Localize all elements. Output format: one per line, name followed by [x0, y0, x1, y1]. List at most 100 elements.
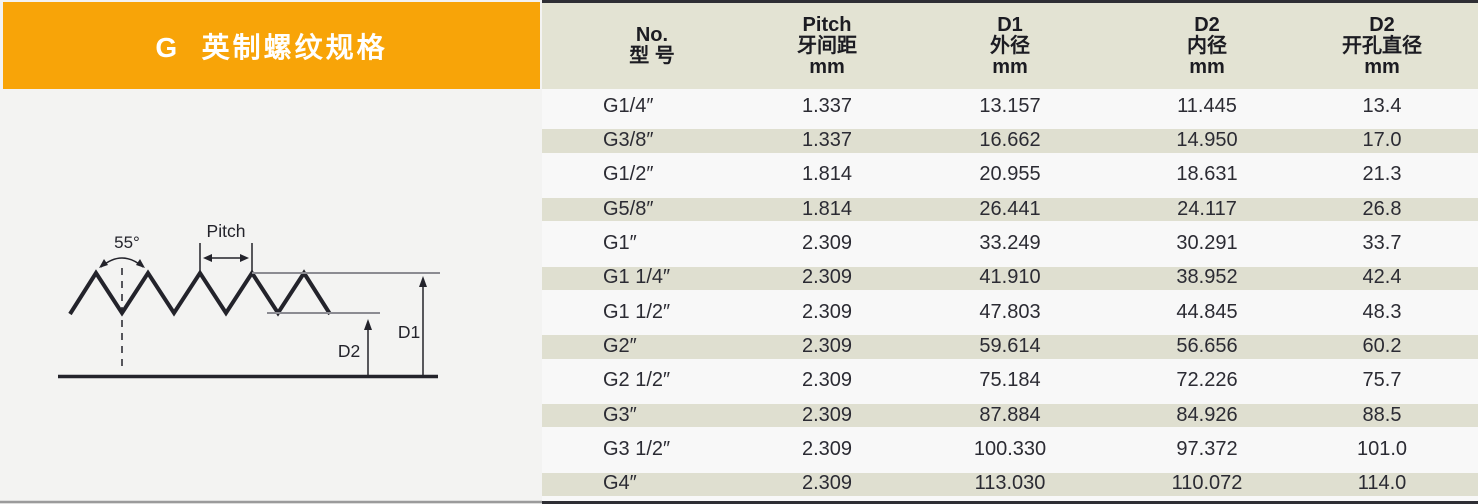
header-line: D1 [997, 13, 1023, 36]
header-line: 内径 [1186, 34, 1227, 57]
header-line: 外径 [989, 34, 1030, 57]
cell-pitch: 2.309 [801, 472, 853, 495]
cell-pitch: 1.337 [801, 128, 853, 151]
cell-d2: 84.926 [1176, 403, 1238, 426]
cell-d2-hole: 42.4 [1362, 266, 1402, 289]
table-row: G2 1/2″ 2.309 75.184 72.226 75.7 [542, 364, 1478, 398]
cell-d2-hole: 33.7 [1362, 231, 1402, 254]
header-line: mm [992, 55, 1028, 78]
cell-model: G1/4″ [603, 94, 654, 117]
d2-arrowhead [364, 319, 372, 330]
cell-d1: 20.955 [979, 163, 1041, 186]
header-line: 型 号 [629, 45, 675, 67]
cell-d2: 110.072 [1171, 472, 1243, 495]
section-title: G 英制螺纹规格 [155, 31, 388, 63]
cell-d2-hole: 13.4 [1362, 94, 1402, 117]
cell-d2: 97.372 [1176, 437, 1238, 460]
header-line: 开孔直径 [1342, 34, 1423, 57]
cell-pitch: 2.309 [801, 403, 853, 426]
cell-d2-hole: 26.8 [1362, 197, 1402, 220]
table-row: G4″ 2.309 113.030 110.072 114.0 [542, 466, 1478, 501]
cell-d1: 41.910 [979, 266, 1041, 289]
cell-d2-hole: 21.3 [1362, 163, 1402, 186]
table-row: G3 1/2″ 2.309 100.330 97.372 101.0 [542, 432, 1478, 466]
cell-d2-hole: 60.2 [1362, 334, 1402, 357]
table-row: G1″ 2.309 33.249 30.291 33.7 [542, 226, 1478, 260]
angle-arc-arrow-left [99, 259, 108, 268]
pitch-arrow-right [240, 254, 249, 262]
angle-arc-arrow-right [136, 259, 145, 268]
cell-d1: 33.249 [979, 231, 1041, 254]
header-line: mm [809, 55, 845, 78]
header-cell-no: No. 型 号 [542, 25, 762, 67]
cell-d2: 30.291 [1176, 231, 1238, 254]
cell-d2: 56.656 [1176, 334, 1238, 357]
cell-d2: 44.845 [1176, 300, 1238, 323]
cell-d1: 16.662 [979, 128, 1041, 151]
cell-pitch: 2.309 [801, 334, 853, 357]
header-line: mm [1364, 55, 1400, 78]
angle-arc [100, 257, 144, 268]
cell-d2-hole: 114.0 [1357, 472, 1407, 495]
header-line: 牙间距 [797, 34, 857, 57]
d1-arrowhead [419, 276, 427, 287]
section-header: G 英制螺纹规格 [3, 2, 540, 89]
cell-d1: 87.884 [979, 403, 1041, 426]
cell-model: G1 1/2″ [603, 300, 671, 323]
cell-d2-hole: 17.0 [1362, 128, 1402, 151]
angle-label: 55° [114, 233, 140, 252]
header-cell-d1: D1 外径 mm [892, 13, 1128, 78]
cell-model: G2″ [603, 334, 637, 357]
table-row: G1/4″ 1.337 13.157 11.445 13.4 [542, 89, 1478, 123]
cell-d1: 47.803 [979, 300, 1041, 323]
cell-d1: 100.330 [973, 437, 1047, 460]
cell-d1: 59.614 [979, 334, 1041, 357]
cell-d2-hole: 101.0 [1356, 437, 1408, 460]
table-row: G3″ 2.309 87.884 84.926 88.5 [542, 397, 1478, 433]
thread-profile-diagram: 55° Pitch D2 D1 [0, 221, 542, 504]
cell-d1: 113.030 [974, 472, 1046, 495]
d2-label: D2 [338, 341, 360, 361]
cell-d1: 26.441 [979, 197, 1041, 220]
cell-pitch: 1.337 [801, 94, 853, 117]
cell-model: G2 1/2″ [603, 369, 671, 392]
pitch-label: Pitch [207, 221, 246, 241]
cell-d2: 24.117 [1177, 197, 1237, 220]
table-row: G2″ 2.309 59.614 56.656 60.2 [542, 329, 1478, 364]
cell-model: G4″ [603, 472, 637, 495]
cell-pitch: 2.309 [801, 266, 853, 289]
cell-pitch: 2.309 [801, 437, 853, 460]
table-body: G1/4″ 1.337 13.157 11.445 13.4 G3/8″ 1.3… [542, 89, 1478, 501]
table-row: G3/8″ 1.337 16.662 14.950 17.0 [542, 123, 1478, 158]
header-line: No. [635, 24, 669, 46]
cell-d1: 13.157 [979, 94, 1041, 117]
table-row: G1 1/4″ 2.309 41.910 38.952 42.4 [542, 260, 1478, 295]
cell-d2: 14.950 [1176, 128, 1238, 151]
table-row: G5/8″ 1.814 26.441 24.117 26.8 [542, 191, 1478, 227]
cell-pitch: 1.814 [801, 197, 853, 220]
cell-model: G1″ [603, 231, 637, 254]
cell-model: G1 1/4″ [603, 266, 671, 289]
cell-d2-hole: 48.3 [1362, 300, 1402, 323]
cell-pitch: 2.309 [801, 231, 853, 254]
cell-d2: 72.226 [1176, 369, 1238, 392]
table-header: No. 型 号 Pitch 牙间距 mm D1 外径 mm D2 内径 mm D… [542, 3, 1478, 89]
cell-pitch: 2.309 [801, 300, 853, 323]
cell-d2: 11.445 [1177, 94, 1237, 117]
header-cell-pitch: Pitch 牙间距 mm [762, 13, 892, 78]
header-cell-d2: D2 内径 mm [1128, 14, 1286, 78]
cell-model: G3 1/2″ [603, 437, 671, 460]
d1-label: D1 [398, 322, 420, 342]
cell-model: G3″ [603, 403, 637, 426]
cell-pitch: 2.309 [801, 369, 853, 392]
header-line: D2 [1369, 13, 1395, 36]
cell-d2: 18.631 [1176, 163, 1238, 186]
cell-model: G3/8″ [603, 128, 654, 151]
header-line: Pitch [802, 13, 852, 36]
pitch-arrow-left [203, 254, 212, 262]
cell-pitch: 1.814 [801, 163, 853, 186]
cell-d1: 75.184 [979, 369, 1041, 392]
header-line: mm [1189, 55, 1225, 78]
cell-d2: 38.952 [1176, 266, 1238, 289]
table-row: G1 1/2″ 2.309 47.803 44.845 48.3 [542, 295, 1478, 329]
